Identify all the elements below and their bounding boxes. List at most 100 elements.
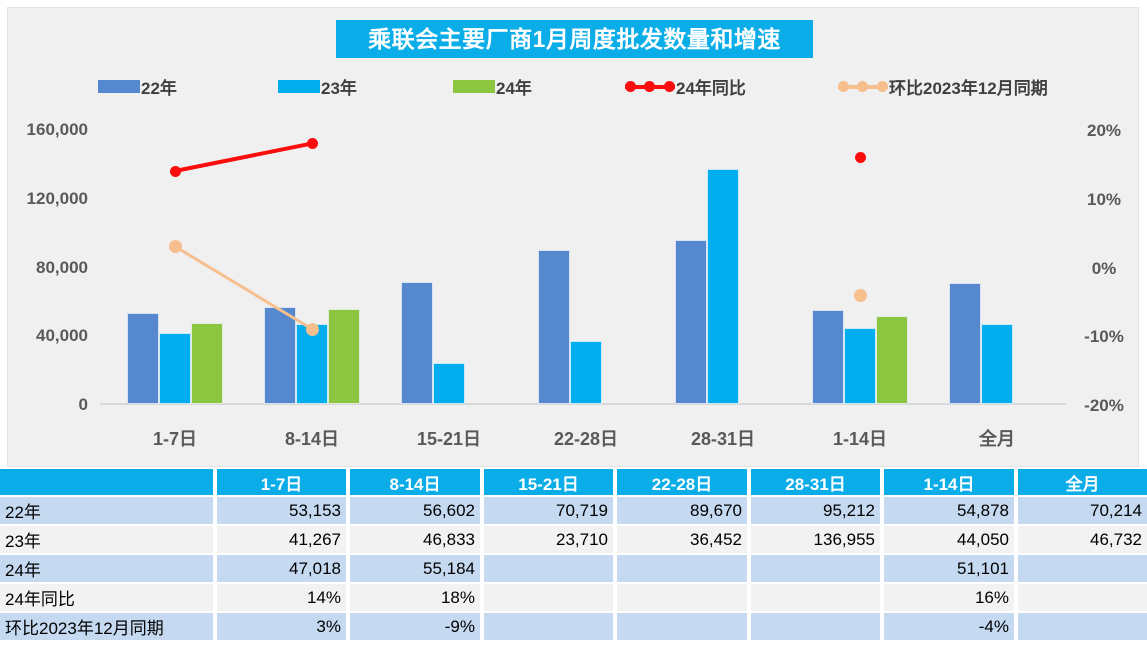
bar-s0-c5 [812,309,844,404]
table-cell [613,555,747,584]
table-cell: -4% [880,613,1014,642]
legend-label: 环比2023年12月同期 [889,79,1048,98]
line-dot-l1-c0 [168,240,182,254]
right-axis-tick-label: -10% [1084,327,1124,347]
legend-swatch-icon [98,80,140,93]
bar-s2-c0 [191,323,223,404]
chart-title: 乘联会主要厂商1月周度批发数量和增速 [336,20,813,58]
bar-s1-c0 [159,333,191,404]
line-dot-l0-c1 [306,138,318,150]
table-cell: 44,050 [880,526,1014,555]
table-cell [747,613,880,642]
table-header-cell: 28-31日 [747,469,880,497]
line-dot-l1-c5 [853,288,867,302]
table-cell [747,555,880,584]
table-row-label: 24年 [0,555,213,584]
table-cell: -9% [346,613,480,642]
bar-s2-c1 [328,309,360,404]
table-row: 环比2023年12月同期 3% -9% -4% [0,613,1147,642]
table-cell: 41,267 [213,526,346,555]
table-cell: 16% [880,584,1014,613]
legend-line-marker-icon [838,78,888,95]
legend-label: 22年 [141,79,177,98]
table-cell: 95,212 [747,497,880,526]
table-cell: 46,833 [346,526,480,555]
left-axis-tick-label: 160,000 [26,120,88,139]
table-row: 22年 53,153 56,602 70,719 89,670 95,212 54,878 7… [0,497,1147,526]
table-row-label: 23年 [0,526,213,555]
table-cell: 56,602 [346,497,480,526]
x-axis-category-label: 8-14日 [284,429,340,449]
table-cell [480,584,613,613]
table-cell: 55,184 [346,555,480,584]
left-axis-tick-label: 0 [78,395,88,414]
line-dot-l0-c5 [854,152,866,163]
table-header-cell [0,469,213,497]
legend-label: 24年同比 [676,79,746,98]
table-cell [480,613,613,642]
bar-s1-c4 [707,168,739,404]
table-cell [1014,584,1147,613]
table-cell: 53,153 [213,497,346,526]
table-cell [747,584,880,613]
legend-item-3: 24年同比 [625,77,746,98]
legend-label: 23年 [321,79,357,98]
left-axis-tick-label: 120,000 [26,188,88,208]
table-cell: 70,719 [480,497,613,526]
legend-swatch-icon [453,80,495,93]
line-dot-l1-c1 [305,322,319,336]
table-cell: 14% [213,584,346,613]
bar-s1-c3 [570,341,602,404]
table-cell [1014,555,1147,584]
bar-s0-c2 [401,282,433,404]
x-axis-category-label: 15-21日 [416,429,482,449]
table-cell: 36,452 [613,526,747,555]
data-table: 1-7日 8-14日 15-21日 22-28日 28-31日 1-14日 全月 22年 53,… [0,469,1147,642]
x-axis-category-label: 1-7日 [152,429,197,449]
table-header-cell: 22-28日 [613,469,747,497]
table-row: 23年 41,267 46,833 23,710 36,452 136,955 44,050… [0,526,1147,555]
bar-s0-c1 [264,306,296,404]
table-row: 24年同比 14% 18% 16% [0,584,1147,613]
bar-s0-c6 [949,283,981,404]
legend-item-0: 22年 [98,77,177,98]
right-axis-tick-label: 20% [1086,121,1122,140]
table-header-cell: 8-14日 [346,469,480,497]
table-header-cell: 全月 [1014,469,1147,497]
table-cell: 136,955 [747,526,880,555]
bar-s2-c5 [876,316,908,404]
table-cell: 3% [213,613,346,642]
x-axis-category-label: 1-14日 [832,429,888,449]
bar-s0-c3 [538,249,570,404]
table-cell: 18% [346,584,480,613]
line-dot-l0-c0 [169,165,181,177]
legend-item-2: 24年 [453,77,532,98]
legend-item-1: 23年 [278,77,357,98]
table-cell [1014,613,1147,642]
table-header-cell: 1-7日 [213,469,346,497]
table-header-cell: 1-14日 [880,469,1014,497]
legend-swatch-icon [278,80,320,93]
x-axis-category-label: 全月 [979,429,1015,449]
table-header-row: 1-7日 8-14日 15-21日 22-28日 28-31日 1-14日 全月 [0,469,1147,497]
bar-s1-c5 [844,328,876,404]
bar-s1-c1 [296,323,328,404]
legend-label: 24年 [496,79,532,98]
legend-line-marker-icon [625,78,675,95]
right-axis-tick-label: 0% [1091,258,1117,278]
x-axis-category-label: 28-31日 [690,429,756,449]
table-cell [613,584,747,613]
table-cell: 46,732 [1014,526,1147,555]
table-cell: 51,101 [880,555,1014,584]
table-row: 24年 47,018 55,184 51,101 [0,555,1147,584]
x-axis-line [100,403,1066,405]
table-cell: 70,214 [1014,497,1147,526]
table-row-label: 22年 [0,497,213,526]
bar-s0-c0 [127,312,159,404]
left-axis-tick-label: 80,000 [36,257,88,277]
table-row-label: 24年同比 [0,584,213,613]
data-table-wrap: 1-7日 8-14日 15-21日 22-28日 28-31日 1-14日 全月 22年 53,… [0,469,1147,642]
right-axis-tick-label: -20% [1084,396,1124,415]
bar-s1-c6 [981,323,1013,404]
